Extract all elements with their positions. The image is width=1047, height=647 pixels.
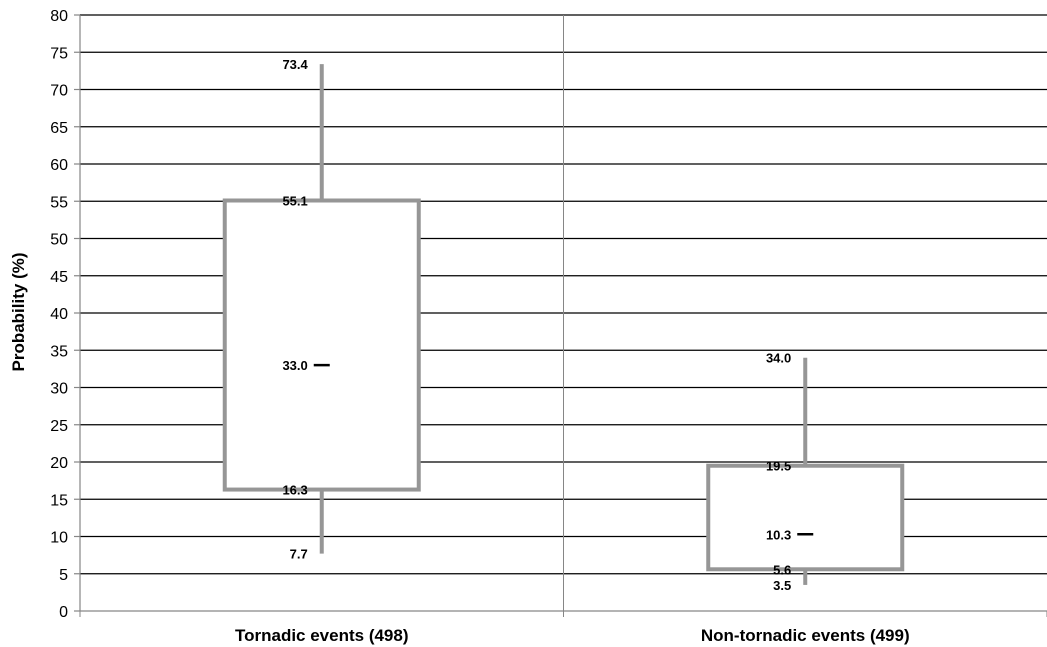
max-value-label: 73.4 xyxy=(282,57,308,72)
interquartile-box xyxy=(706,463,905,572)
y-tick-label: 0 xyxy=(59,604,68,621)
box-series: 73.4 55.1 33.0 16.3 7.7 34.0 19.5 10.3 5.63.5 xyxy=(222,57,905,593)
y-tick-label: 80 xyxy=(50,8,68,25)
y-tick-label: 60 xyxy=(50,157,68,174)
y-tick-label: 30 xyxy=(50,381,68,398)
min-value-label: 7.7 xyxy=(290,547,308,562)
y-tick-label: 10 xyxy=(50,530,68,547)
y-tick-label: 5 xyxy=(59,567,68,584)
category-label: Tornadic events (498) xyxy=(235,626,409,645)
min-value-label: 3.5 xyxy=(773,578,791,593)
q3-value-label: 55.1 xyxy=(282,194,307,209)
y-tick-label: 75 xyxy=(50,45,68,62)
box-group: 73.4 55.1 33.0 16.3 7.7 xyxy=(222,57,421,562)
y-tick-label: 45 xyxy=(50,269,68,286)
category-label: Non-tornadic events (499) xyxy=(701,626,910,645)
axes xyxy=(74,14,1047,617)
box-group: 34.0 19.5 10.3 5.63.5 xyxy=(706,351,905,593)
y-tick-label: 40 xyxy=(50,306,68,323)
y-tick-label: 15 xyxy=(50,492,68,509)
y-tick-label: 65 xyxy=(50,120,68,137)
y-tick-label: 20 xyxy=(50,455,68,472)
q3-value-label: 19.5 xyxy=(766,459,791,474)
y-tick-label: 25 xyxy=(50,418,68,435)
median-value-label: 10.3 xyxy=(766,527,791,542)
interquartile-box xyxy=(222,198,421,492)
q1-value-label: 5.6 xyxy=(773,562,791,577)
y-tick-label: 55 xyxy=(50,194,68,211)
y-tick-labels: 0 5 10 15 20 25 30 35 40 45 50 55 60 65 70 75 80 xyxy=(50,8,68,621)
max-value-label: 34.0 xyxy=(766,351,791,366)
y-tick-label: 50 xyxy=(50,232,68,249)
y-axis-title: Probability (%) xyxy=(9,252,28,371)
category-labels: Tornadic events (498) Non-tornadic events… xyxy=(235,626,910,645)
q1-value-label: 16.3 xyxy=(282,483,307,498)
y-tick-label: 70 xyxy=(50,83,68,100)
median-value-label: 33.0 xyxy=(282,358,307,373)
y-tick-label: 35 xyxy=(50,343,68,360)
